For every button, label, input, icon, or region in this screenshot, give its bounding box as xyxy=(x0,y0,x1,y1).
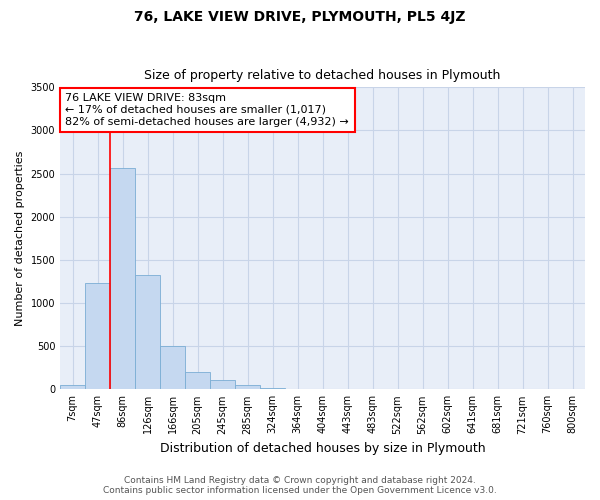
Text: 76 LAKE VIEW DRIVE: 83sqm
← 17% of detached houses are smaller (1,017)
82% of se: 76 LAKE VIEW DRIVE: 83sqm ← 17% of detac… xyxy=(65,94,349,126)
Y-axis label: Number of detached properties: Number of detached properties xyxy=(15,150,25,326)
Bar xyxy=(260,388,285,390)
Bar xyxy=(160,346,185,390)
Text: Contains HM Land Registry data © Crown copyright and database right 2024.
Contai: Contains HM Land Registry data © Crown c… xyxy=(103,476,497,495)
Bar xyxy=(135,274,160,390)
Bar xyxy=(110,168,135,390)
X-axis label: Distribution of detached houses by size in Plymouth: Distribution of detached houses by size … xyxy=(160,442,485,455)
Bar xyxy=(60,385,85,390)
Bar xyxy=(210,380,235,390)
Bar xyxy=(185,372,210,390)
Bar xyxy=(235,385,260,390)
Text: 76, LAKE VIEW DRIVE, PLYMOUTH, PL5 4JZ: 76, LAKE VIEW DRIVE, PLYMOUTH, PL5 4JZ xyxy=(134,10,466,24)
Bar xyxy=(85,283,110,390)
Title: Size of property relative to detached houses in Plymouth: Size of property relative to detached ho… xyxy=(145,69,501,82)
